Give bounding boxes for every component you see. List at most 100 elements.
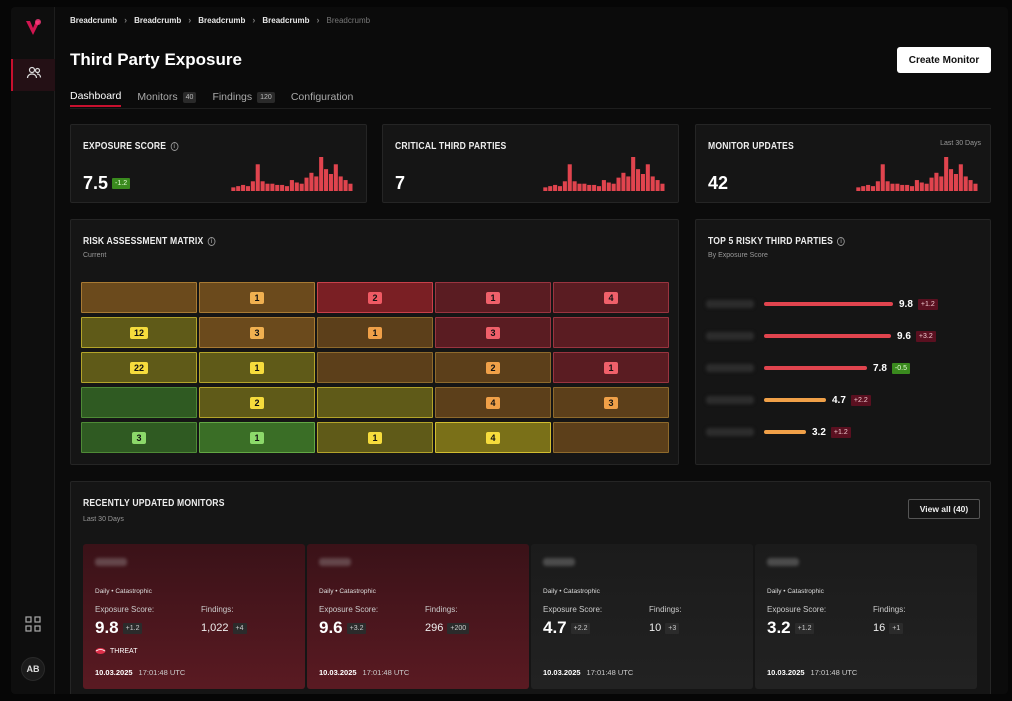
sparkline-bar <box>304 177 309 191</box>
sparkline-bar <box>660 183 665 191</box>
findings-value: 1,022 <box>201 622 229 634</box>
tab-findings[interactable]: Findings 120 <box>212 87 275 107</box>
sparkline-bar <box>606 182 611 191</box>
matrix-cell[interactable] <box>317 352 433 383</box>
findings-label: Findings: <box>649 605 682 614</box>
matrix-cell[interactable]: 3 <box>553 387 669 418</box>
matrix-cell[interactable] <box>553 422 669 453</box>
monitor-card[interactable]: Daily • Catastrophic Exposure Score: Findi… <box>83 544 305 689</box>
sparkline-bar <box>596 186 602 191</box>
sparkline-bar <box>939 176 944 191</box>
breadcrumb-item[interactable]: Breadcrumb <box>198 15 246 25</box>
sparkline-bar <box>616 177 621 191</box>
monitor-time: 17:01:48 UTC <box>810 668 858 677</box>
matrix-count-badge: 3 <box>132 431 146 444</box>
matrix-cell[interactable]: 22 <box>81 352 197 383</box>
sparkline-bar <box>548 186 553 191</box>
monitor-score: 3.2 +1.2 <box>767 618 815 638</box>
tab-count-badge: 120 <box>257 91 275 103</box>
risky-party-row[interactable]: 9.8 +1.2 <box>706 297 938 311</box>
tab-dashboard[interactable]: Dashboard <box>70 87 122 107</box>
matrix-cell[interactable]: 4 <box>553 282 669 313</box>
monitor-card[interactable]: Daily • Catastrophic Exposure Score: Findi… <box>307 544 529 689</box>
matrix-cell[interactable]: 2 <box>317 282 433 313</box>
info-icon[interactable]: i <box>837 237 846 246</box>
create-monitor-button[interactable]: Create Monitor <box>897 47 991 73</box>
card-title-text: RISK ASSESSMENT MATRIX <box>83 236 204 247</box>
matrix-count-badge: 12 <box>129 326 148 339</box>
score-bar <box>764 302 893 306</box>
matrix-cell[interactable]: 4 <box>435 387 551 418</box>
matrix-cell[interactable]: 1 <box>317 317 433 348</box>
monitor-score: 9.8 +1.2 <box>95 618 143 638</box>
exposure-score-card: EXPOSURE SCORE i 7.5 -1.2 <box>70 124 367 203</box>
user-avatar[interactable]: AB <box>21 657 45 681</box>
delta-badge: +1.2 <box>830 426 851 438</box>
risky-party-row[interactable]: 7.8 -0.5 <box>706 361 910 375</box>
matrix-cell[interactable] <box>81 387 197 418</box>
matrix-cell[interactable]: 3 <box>81 422 197 453</box>
score-value: 3.2 <box>767 618 791 637</box>
sparkline-bar <box>577 183 582 191</box>
delta-badge: -0.5 <box>891 362 910 374</box>
delta-badge: +1.2 <box>917 298 938 310</box>
info-icon[interactable]: i <box>207 237 216 246</box>
matrix-cell[interactable]: 1 <box>553 352 669 383</box>
matrix-cell[interactable]: 2 <box>435 352 551 383</box>
tab-monitors[interactable]: Monitors 40 <box>137 87 197 107</box>
card-title-text: EXPOSURE SCORE <box>83 141 167 152</box>
matrix-cell[interactable]: 2 <box>199 387 315 418</box>
sparkline-bar <box>592 184 597 191</box>
sparkline-bar <box>601 180 606 191</box>
sparkline-bar <box>314 176 319 191</box>
risky-party-row[interactable]: 3.2 +1.2 <box>706 425 851 439</box>
score-value: 3.2 <box>812 426 826 438</box>
monitor-card[interactable]: Daily • Catastrophic Exposure Score: Findi… <box>755 544 977 689</box>
sparkline-bar <box>621 172 626 191</box>
matrix-cell[interactable]: 12 <box>81 317 197 348</box>
matrix-cell[interactable]: 1 <box>317 422 433 453</box>
sparkline-bar <box>582 183 587 191</box>
info-icon[interactable]: i <box>170 142 179 151</box>
matrix-cell[interactable] <box>81 282 197 313</box>
breadcrumb-item[interactable]: Breadcrumb <box>70 15 118 25</box>
sparkline-bar <box>324 169 329 191</box>
sparkline-bar <box>963 176 968 191</box>
matrix-cell[interactable]: 3 <box>199 317 315 348</box>
party-name-redacted <box>706 332 754 340</box>
risky-party-row[interactable]: 4.7 +2.2 <box>706 393 871 407</box>
monitor-card[interactable]: Daily • Catastrophic Exposure Score: Findi… <box>531 544 753 689</box>
matrix-cell[interactable] <box>553 317 669 348</box>
matrix-cell[interactable] <box>317 387 433 418</box>
nav-third-party-item[interactable] <box>11 59 55 91</box>
sparkline-chart <box>543 157 665 191</box>
monitor-date: 10.03.2025 <box>543 668 581 677</box>
sparkline-bar <box>587 184 592 191</box>
score-bar <box>764 366 867 370</box>
critical-third-parties-card: CRITICAL THIRD PARTIES 7 <box>382 124 679 203</box>
breadcrumb-item[interactable]: Breadcrumb <box>134 15 182 25</box>
sparkline-bar <box>905 184 910 191</box>
monitor-name-redacted <box>95 558 127 566</box>
sparkline-bar <box>275 184 280 191</box>
matrix-cell[interactable]: 1 <box>435 282 551 313</box>
tab-label: Monitors <box>137 91 178 103</box>
card-title: TOP 5 RISKY THIRD PARTIES i <box>708 236 846 247</box>
view-all-button[interactable]: View all (40) <box>908 499 980 519</box>
matrix-cell[interactable]: 1 <box>199 422 315 453</box>
matrix-count-badge: 1 <box>368 326 382 339</box>
matrix-cell[interactable]: 1 <box>199 282 315 313</box>
kpi-value: 7 <box>395 173 405 194</box>
apps-grid-icon[interactable] <box>24 615 42 633</box>
tab-configuration[interactable]: Configuration <box>291 87 353 107</box>
monitor-name-redacted <box>767 558 799 566</box>
matrix-cell[interactable]: 1 <box>199 352 315 383</box>
risky-party-row[interactable]: 9.6 +3.2 <box>706 329 936 343</box>
matrix-cell[interactable]: 3 <box>435 317 551 348</box>
sparkline-bar <box>631 157 636 191</box>
kpi-number: 42 <box>708 173 729 193</box>
matrix-count-badge: 3 <box>604 396 618 409</box>
matrix-cell[interactable]: 4 <box>435 422 551 453</box>
brand-logo-icon[interactable] <box>23 18 43 38</box>
breadcrumb-item[interactable]: Breadcrumb <box>262 15 310 25</box>
